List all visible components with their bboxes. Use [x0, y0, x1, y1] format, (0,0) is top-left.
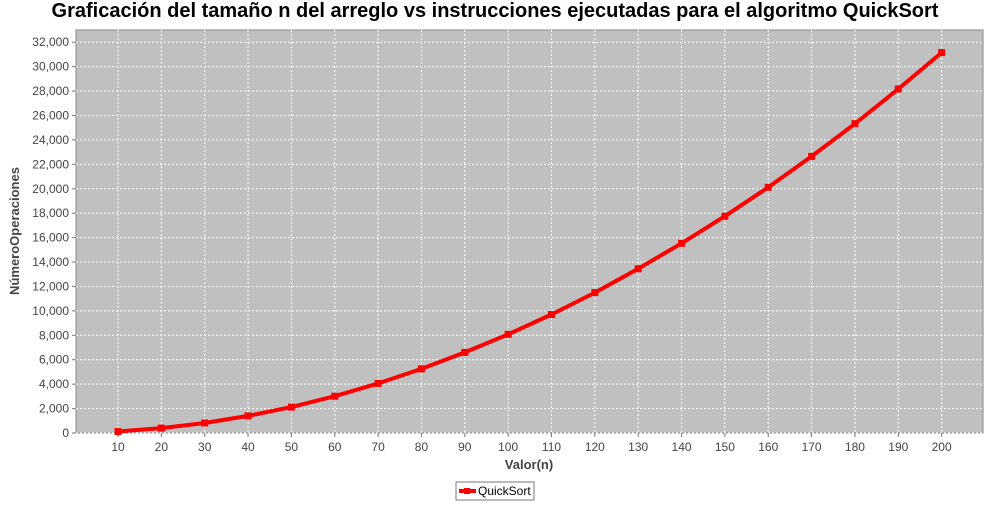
x-tick-label: 120 [585, 440, 605, 454]
data-point [764, 183, 772, 191]
x-tick-label: 80 [415, 440, 429, 454]
data-point [938, 49, 946, 57]
x-tick-label: 180 [845, 440, 865, 454]
x-axis-label: Valor(n) [505, 457, 553, 472]
data-point [244, 412, 252, 420]
legend-entry-quicksort: QuickSort [478, 484, 531, 498]
x-tick-label: 140 [672, 440, 692, 454]
x-tick-label: 150 [715, 440, 735, 454]
grid-lines [76, 30, 983, 434]
x-tick-label: 100 [498, 440, 518, 454]
data-point [331, 392, 339, 400]
x-tick-label: 10 [111, 440, 125, 454]
y-tick-label: 10,000 [32, 304, 69, 318]
y-tick-label: 22,000 [32, 157, 69, 171]
data-point [634, 265, 642, 273]
y-tick-label: 28,000 [32, 84, 69, 98]
legend-swatch-marker [464, 488, 470, 494]
y-tick-label: 16,000 [32, 231, 69, 245]
data-point [894, 85, 902, 93]
data-point [287, 403, 295, 411]
data-point [721, 212, 729, 220]
x-tick-label: 20 [155, 440, 169, 454]
y-tick-label: 32,000 [32, 35, 69, 49]
x-tick-label: 110 [542, 440, 561, 454]
y-tick-label: 4,000 [39, 377, 69, 391]
x-tick-label: 190 [888, 440, 908, 454]
data-point [808, 152, 816, 160]
y-axis-label: NúmeroOperaciones [7, 167, 22, 295]
data-point [201, 419, 209, 427]
y-tick-label: 24,000 [32, 133, 69, 147]
data-point [504, 330, 512, 338]
x-tick-label: 90 [458, 440, 472, 454]
y-tick-label: 0 [62, 426, 69, 440]
y-tick-label: 26,000 [32, 108, 69, 122]
x-tick-label: 170 [802, 440, 822, 454]
y-tick-label: 8,000 [39, 328, 69, 342]
x-tick-label: 40 [241, 440, 255, 454]
x-tick-label: 30 [198, 440, 212, 454]
y-tick-label: 20,000 [32, 182, 69, 196]
y-axis: 0 2,000 4,000 6,000 8,000 10,000 12,000 14,000 1… [32, 35, 76, 440]
x-tick-label: 70 [371, 440, 385, 454]
legend-box [455, 481, 535, 501]
x-tick-label: 50 [285, 440, 299, 454]
series-layer [114, 49, 946, 436]
data-point [374, 379, 382, 387]
data-point [548, 311, 555, 319]
y-tick-label: 2,000 [39, 402, 69, 416]
legend: QuickSort [455, 481, 535, 501]
x-tick-label: 160 [758, 440, 778, 454]
x-tick-label: 200 [932, 440, 952, 454]
y-tick-label: 30,000 [32, 60, 69, 74]
data-point [591, 289, 599, 297]
data-point [461, 348, 469, 356]
chart-title: Graficación del tamaño n del arreglo vs … [52, 0, 939, 22]
data-point [417, 365, 425, 373]
x-axis: 10 20 30 40 50 60 70 80 90 100 110 120 130 140 150 160 1… [111, 433, 952, 454]
data-point [678, 239, 686, 247]
plot-area [75, 29, 984, 434]
data-point [157, 424, 165, 432]
series-line-quicksort [117, 51, 943, 434]
x-tick-label: 60 [328, 440, 342, 454]
x-tick-label: 130 [628, 440, 648, 454]
y-tick-label: 14,000 [32, 255, 69, 269]
y-tick-label: 18,000 [32, 206, 69, 220]
y-tick-label: 6,000 [39, 353, 69, 367]
data-point [851, 120, 859, 128]
y-tick-label: 12,000 [32, 279, 69, 293]
data-point [114, 428, 122, 436]
